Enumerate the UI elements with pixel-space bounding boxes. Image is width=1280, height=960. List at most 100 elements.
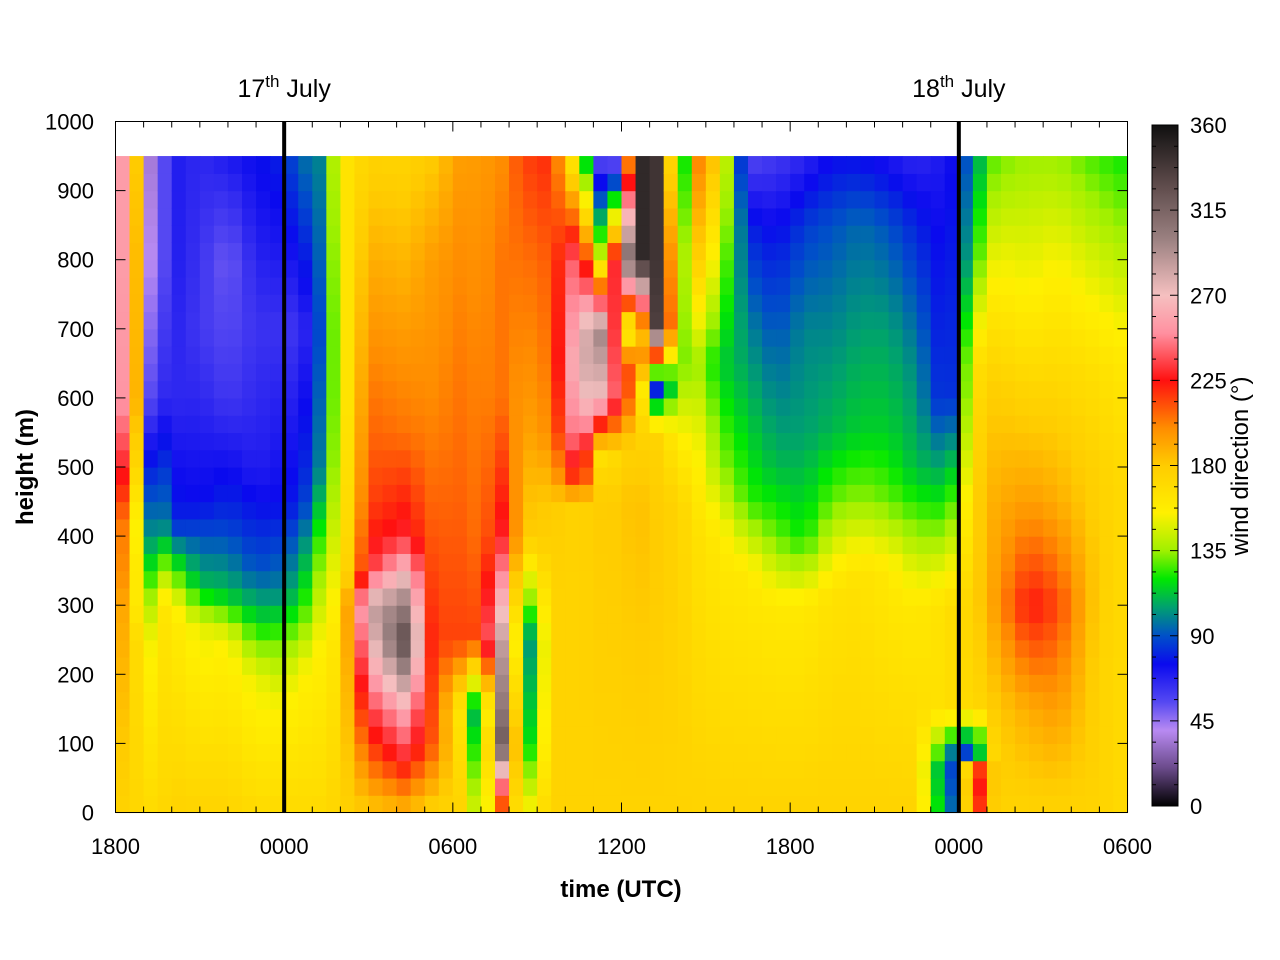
heatmap-cell [199, 518, 215, 537]
heatmap-cell [185, 484, 201, 503]
heatmap-cell [1015, 484, 1030, 503]
heatmap-cell [185, 726, 201, 744]
heatmap-cell [832, 708, 847, 727]
heatmap-cell [509, 156, 524, 174]
heatmap-cell [902, 657, 918, 675]
heatmap-cell [888, 346, 904, 364]
heatmap-cell [986, 207, 1002, 226]
heatmap-cell [157, 760, 173, 779]
heatmap-cell [916, 190, 932, 209]
heatmap-cell [242, 708, 257, 727]
heatmap-cell [776, 536, 791, 554]
heatmap-cell [818, 726, 833, 744]
heatmap-cell [382, 190, 398, 209]
heatmap-cell [143, 795, 159, 814]
heatmap-cell [199, 587, 215, 606]
heatmap-cell [930, 276, 946, 295]
heatmap-cell [705, 622, 721, 641]
heatmap-cell [382, 415, 398, 434]
heatmap-cell [1099, 207, 1115, 226]
heatmap-cell [958, 294, 974, 313]
heatmap-cell [537, 743, 552, 762]
heatmap-cell [199, 449, 215, 468]
heatmap-cell [804, 432, 819, 451]
heatmap-cell [171, 760, 187, 779]
heatmap-cell [930, 397, 946, 416]
heatmap-cell [537, 467, 552, 485]
heatmap-cell [1099, 553, 1115, 572]
heatmap-cell [1071, 518, 1086, 537]
heatmap-cell [860, 207, 876, 226]
heatmap-cell [368, 777, 384, 796]
heatmap-cell [1043, 708, 1058, 727]
heatmap-cell [1001, 708, 1016, 727]
heatmap-cell [593, 484, 609, 503]
heatmap-cell [677, 657, 693, 675]
heatmap-cell [1099, 484, 1115, 503]
heatmap-cell [185, 294, 201, 313]
heatmap-cell [270, 587, 285, 606]
heatmap-cell [635, 536, 651, 554]
heatmap-cell [340, 691, 356, 710]
heatmap-cell [452, 225, 468, 244]
heatmap-cell [944, 397, 960, 416]
heatmap-cell [438, 449, 454, 468]
heatmap-cell [804, 173, 819, 192]
heatmap-cell [326, 311, 341, 330]
heatmap-cell [762, 657, 777, 675]
heatmap-cell [354, 242, 370, 261]
heatmap-cell [579, 518, 594, 537]
heatmap-cell [593, 795, 609, 814]
heatmap-cell [1071, 553, 1086, 572]
heatmap-cell [424, 501, 440, 520]
heatmap-cell [242, 294, 257, 313]
heatmap-cell [242, 691, 257, 710]
heatmap-cell [705, 346, 721, 364]
heatmap-cell [270, 674, 285, 693]
heatmap-cell [368, 708, 384, 727]
heatmap-cell [804, 605, 819, 624]
heatmap-cell [776, 760, 791, 779]
heatmap-cell [438, 397, 454, 416]
heatmap-cell [452, 328, 468, 347]
heatmap-cell [972, 467, 988, 485]
heatmap-cell [832, 501, 847, 520]
heatmap-cell [143, 657, 159, 675]
heatmap-cell [635, 346, 651, 364]
heatmap-cell [199, 484, 215, 503]
heatmap-cell [748, 743, 763, 762]
heatmap-cell [368, 363, 384, 382]
heatmap-cell [424, 622, 440, 641]
heatmap-cell [776, 743, 791, 762]
heatmap-cell [579, 259, 594, 278]
heatmap-cell [1029, 294, 1044, 313]
heatmap-cell [509, 380, 524, 399]
heatmap-cell [930, 795, 946, 814]
heatmap-cell [1057, 553, 1072, 572]
heatmap-cell [719, 259, 735, 278]
heatmap-cell [1015, 587, 1030, 606]
heatmap-cell [284, 449, 299, 468]
heatmap-cell [523, 484, 538, 503]
heatmap-cell [790, 156, 805, 174]
heatmap-cell [523, 225, 538, 244]
heatmap-cell [551, 432, 566, 451]
heatmap-cell [438, 674, 454, 693]
heatmap-cell [846, 708, 862, 727]
heatmap-cell [733, 501, 749, 520]
heatmap-cell [776, 622, 791, 641]
heatmap-cell [256, 518, 271, 537]
heatmap-cell [340, 432, 356, 451]
heatmap-cell [902, 415, 918, 434]
heatmap-cell [860, 173, 876, 192]
heatmap-cell [466, 311, 482, 330]
heatmap-cell [438, 156, 454, 174]
heatmap-cell [312, 259, 327, 278]
heatmap-cell [298, 657, 313, 675]
heatmap-cell [705, 173, 721, 192]
heatmap-cell [523, 639, 538, 658]
heatmap-cell [565, 760, 580, 779]
heatmap-cell [607, 311, 623, 330]
heatmap-cell [185, 173, 201, 192]
heatmap-cell [256, 622, 271, 641]
